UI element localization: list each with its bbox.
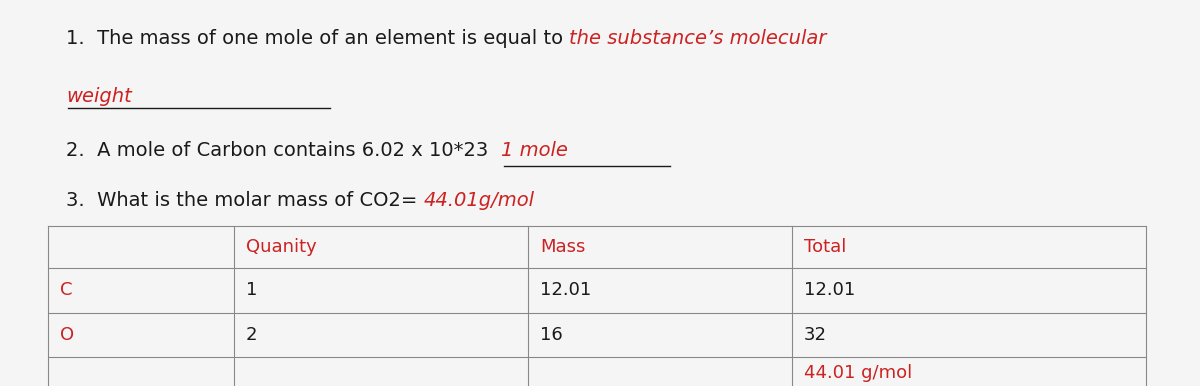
Text: 12.01: 12.01 xyxy=(804,281,856,300)
Text: 2.  A mole of Carbon contains 6.02 x 10*23: 2. A mole of Carbon contains 6.02 x 10*2… xyxy=(66,141,500,160)
Text: C: C xyxy=(60,281,72,300)
Text: 44.01 g/mol: 44.01 g/mol xyxy=(804,364,912,383)
Text: Quanity: Quanity xyxy=(246,238,317,256)
Text: the substance’s molecular: the substance’s molecular xyxy=(569,29,827,48)
Text: 3.  What is the molar mass of CO2=: 3. What is the molar mass of CO2= xyxy=(66,191,424,210)
Text: 12.01: 12.01 xyxy=(540,281,592,300)
Text: 32: 32 xyxy=(804,326,827,344)
Text: O: O xyxy=(60,326,74,344)
Text: 1: 1 xyxy=(246,281,257,300)
Text: 1 mole: 1 mole xyxy=(500,141,568,160)
Text: 2: 2 xyxy=(246,326,258,344)
Text: 1.  The mass of one mole of an element is equal to: 1. The mass of one mole of an element is… xyxy=(66,29,569,48)
Text: weight: weight xyxy=(66,87,132,106)
Text: 44.01g/mol: 44.01g/mol xyxy=(424,191,535,210)
Text: Total: Total xyxy=(804,238,846,256)
Text: 16: 16 xyxy=(540,326,563,344)
Text: Mass: Mass xyxy=(540,238,586,256)
